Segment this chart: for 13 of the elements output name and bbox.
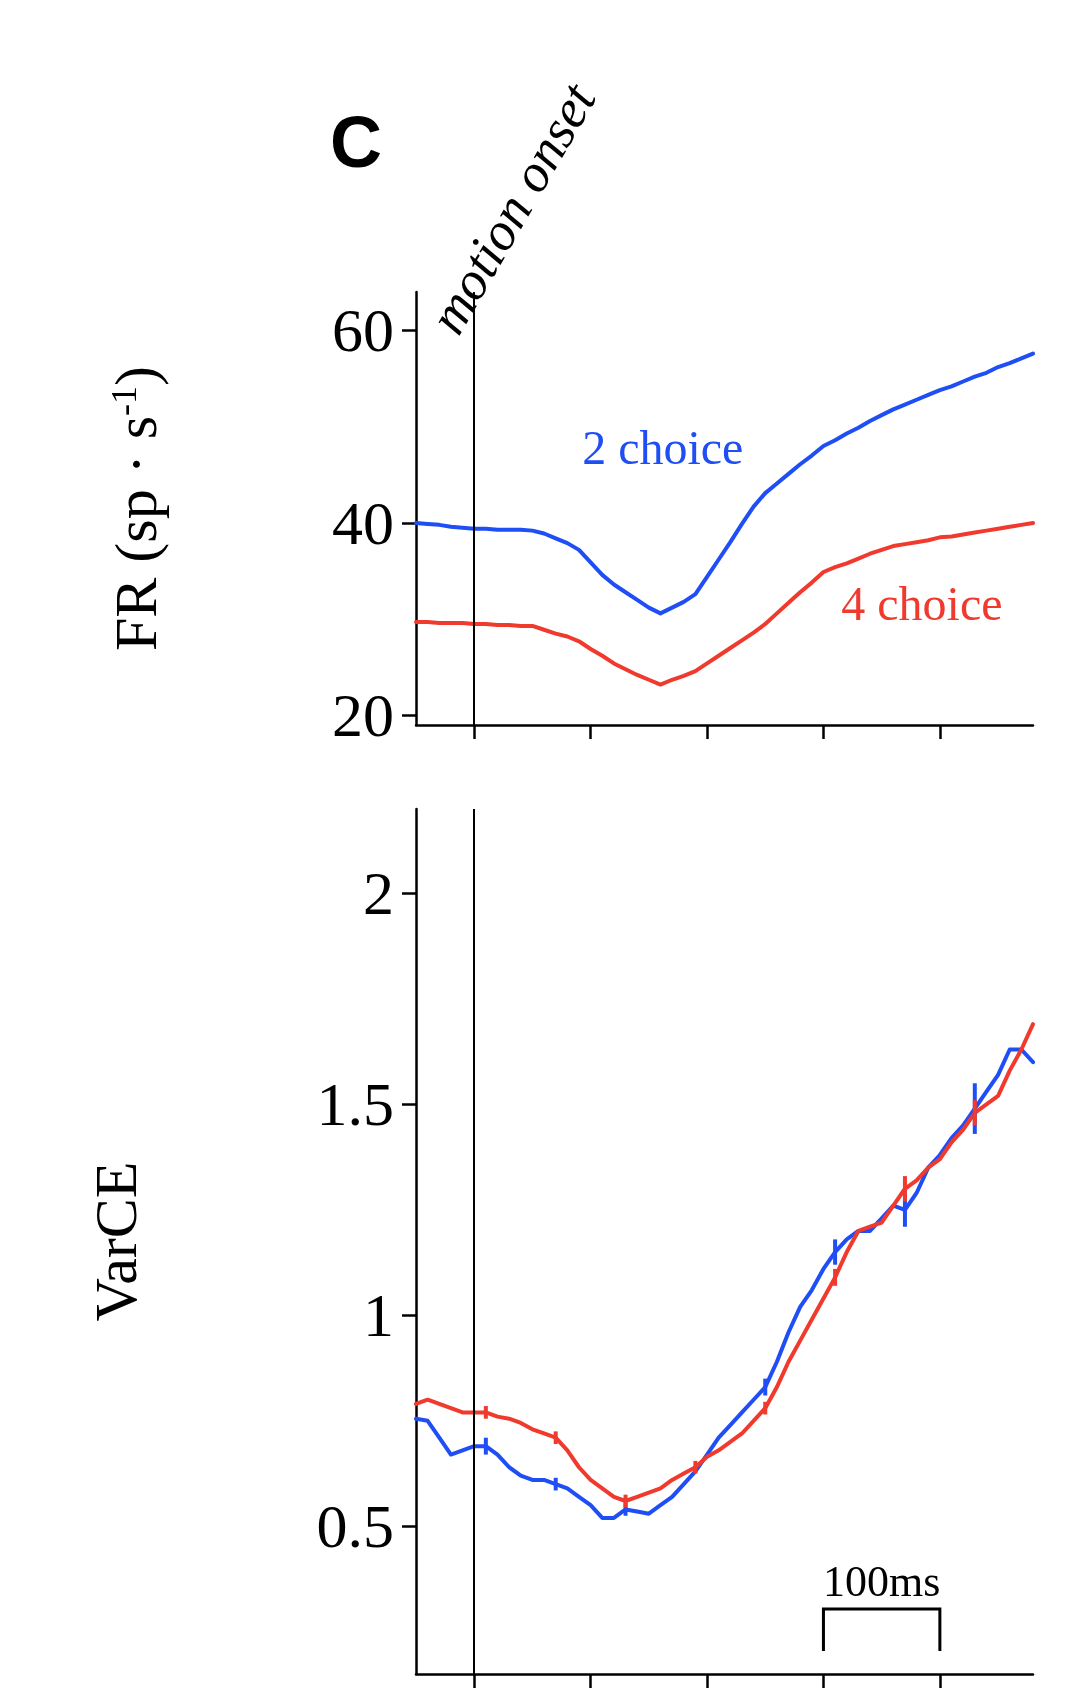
y-axis-title: FR (sp · s-1) (103, 365, 169, 652)
annotation: 100ms (822, 1556, 941, 1606)
y-axis-title: VarCE (83, 1161, 149, 1322)
y-tick-label: 0.5 (316, 1492, 394, 1561)
series-label: 4 choice (841, 577, 1003, 631)
text: C (330, 102, 382, 182)
y-tick-label: 1 (363, 1281, 394, 1350)
y-tick-label: 2 (363, 859, 394, 928)
y-tick-label: 1.5 (316, 1070, 394, 1139)
y-tick-label: 60 (332, 296, 394, 365)
series-label: 2 choice (582, 421, 744, 475)
y-tick-label: 40 (332, 488, 394, 557)
y-tick-label: 20 (332, 681, 394, 750)
